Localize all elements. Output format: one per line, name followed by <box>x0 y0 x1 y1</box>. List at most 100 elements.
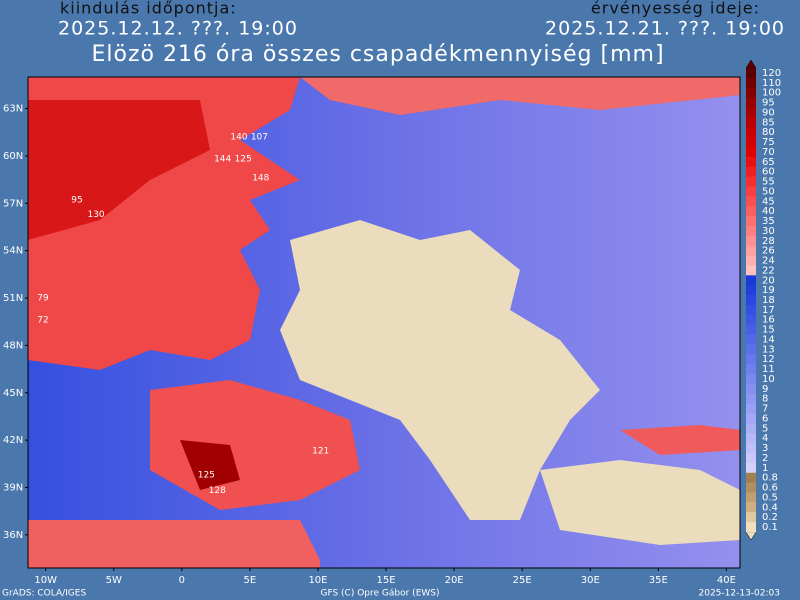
colorbar-label: 0.1 <box>762 522 778 533</box>
colorbar-swatch <box>746 275 756 286</box>
colorbar-label: 95 <box>762 98 775 109</box>
colorbar-label: 9 <box>762 384 768 395</box>
colorbar-label: 0.5 <box>762 492 778 503</box>
colorbar-label: 65 <box>762 157 775 168</box>
colorbar-label: 18 <box>762 295 775 306</box>
colorbar-top-arrow <box>745 59 757 69</box>
colorbar-label: 85 <box>762 117 775 128</box>
colorbar-swatch <box>746 166 756 177</box>
lat-label: 36N <box>3 530 23 541</box>
colorbar-bottom-arrow <box>745 531 757 541</box>
colorbar-label: 35 <box>762 216 775 227</box>
lon-label: 10W <box>34 575 57 586</box>
value-label: 144 <box>214 155 231 165</box>
value-label: 121 <box>312 447 329 457</box>
footer-right: 2025-12-13-02:03 <box>699 589 781 599</box>
colorbar-label: 5 <box>762 423 768 434</box>
colorbar-swatch <box>746 304 756 316</box>
colorbar-swatch <box>746 374 756 385</box>
colorbar-swatch <box>746 216 756 227</box>
colorbar-label: 110 <box>762 78 781 89</box>
colorbar-swatch <box>746 137 756 148</box>
colorbar-swatch <box>746 225 756 237</box>
value-label: 107 <box>251 132 268 142</box>
red-core <box>28 100 210 240</box>
red-south <box>28 520 320 568</box>
colorbar-label: 100 <box>762 88 781 99</box>
lon-label: 35E <box>649 575 668 586</box>
colorbar-label: 120 <box>762 68 781 79</box>
lat-label: 48N <box>3 340 23 351</box>
lon-label: 5W <box>106 575 122 586</box>
colorbar-swatch <box>746 393 756 404</box>
colorbar-swatch <box>746 403 756 414</box>
colorbar-label: 50 <box>762 186 775 197</box>
colorbar-swatch <box>746 462 756 474</box>
colorbar-swatch <box>746 255 756 266</box>
colorbar-swatch <box>746 383 756 395</box>
colorbar-label: 20 <box>762 275 775 286</box>
colorbar-swatch <box>746 186 756 197</box>
red-spot <box>180 440 240 490</box>
colorbar-swatch <box>746 522 756 533</box>
colorbar-swatch <box>746 453 756 464</box>
value-label: 72 <box>37 316 48 326</box>
value-label: 79 <box>37 294 49 304</box>
colorbar-label: 13 <box>762 344 775 355</box>
colorbar-label: 4 <box>762 433 768 444</box>
map-frame <box>27 76 741 569</box>
colorbar-swatch <box>746 413 756 424</box>
colorbar-swatch <box>746 107 756 118</box>
colorbar-label: 26 <box>762 246 775 257</box>
colorbar-swatch <box>746 482 756 493</box>
colorbar-swatch <box>746 344 756 355</box>
colorbar-label: 75 <box>762 137 775 148</box>
colorbar-label: 19 <box>762 285 775 296</box>
value-label: 125 <box>198 470 215 480</box>
colorbar-swatch <box>746 472 756 483</box>
lat-label: 54N <box>3 246 23 257</box>
colorbar-label: 55 <box>762 177 775 188</box>
colorbar-swatch <box>746 245 756 256</box>
colorbar-label: 0.6 <box>762 483 778 494</box>
colorbar-swatch <box>746 285 756 296</box>
colorbar-swatch <box>746 68 756 79</box>
colorbar-label: 30 <box>762 226 775 237</box>
colorbar-label: 70 <box>762 147 775 158</box>
colorbar-swatch <box>746 354 756 365</box>
map-title: Elözö 216 óra összes csapadékmennyiség [… <box>91 42 664 67</box>
red-blacksea <box>620 425 740 455</box>
colorbar-label: 90 <box>762 107 775 118</box>
colorbar-label: 2 <box>762 453 768 464</box>
value-label: 148 <box>252 174 269 184</box>
colorbar-swatch <box>746 492 756 503</box>
colorbar-label: 3 <box>762 443 768 454</box>
colorbar-label: 15 <box>762 325 775 336</box>
colorbar-label: 40 <box>762 206 775 217</box>
dry-turkey <box>540 460 740 545</box>
lon-label: 15E <box>377 575 396 586</box>
valid-label: érvényesség ideje: <box>591 0 760 18</box>
colorbar: 1201101009590858075706560555045403530282… <box>745 59 781 541</box>
colorbar-label: 7 <box>762 404 768 415</box>
colorbar-label: 12 <box>762 354 775 365</box>
colorbar-label: 10 <box>762 374 775 385</box>
colorbar-swatch <box>746 127 756 138</box>
colorbar-swatch <box>746 295 756 306</box>
lon-label: 0 <box>179 575 185 586</box>
colorbar-swatch <box>746 502 756 513</box>
lat-label: 45N <box>3 388 23 399</box>
colorbar-label: 80 <box>762 127 775 138</box>
value-label: 130 <box>87 210 104 220</box>
colorbar-swatch <box>746 87 756 98</box>
lon-label: 20E <box>445 575 464 586</box>
start-label: kiindulás időpontja: <box>60 0 237 18</box>
colorbar-label: 16 <box>762 315 775 326</box>
value-label: 140 <box>230 132 247 142</box>
colorbar-label: 8 <box>762 394 768 405</box>
colorbar-swatch <box>746 314 756 325</box>
colorbar-swatch <box>746 77 756 89</box>
start-date: 2025.12.12. ???. 19:00 <box>58 18 298 40</box>
